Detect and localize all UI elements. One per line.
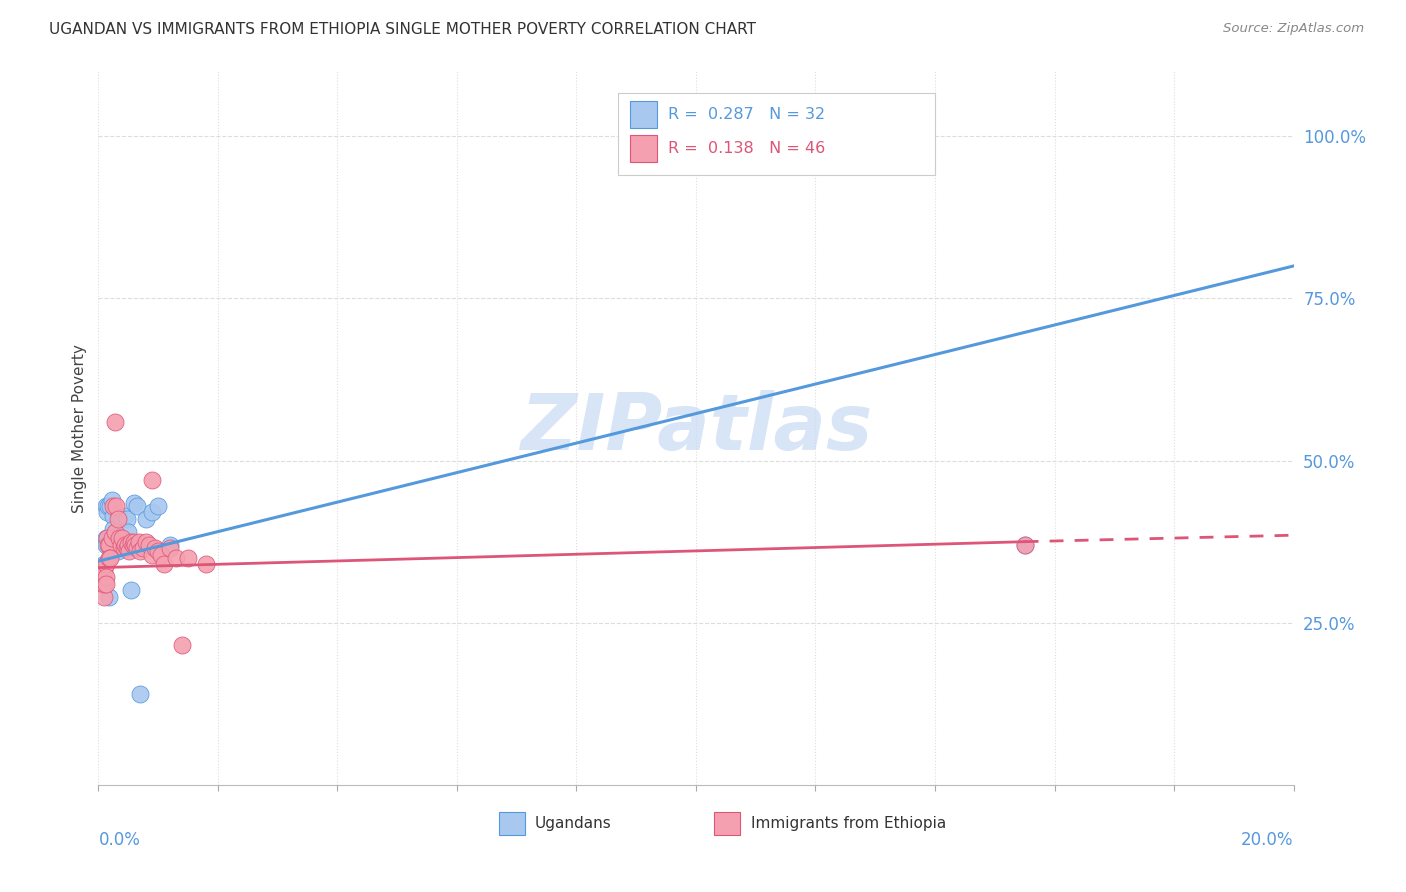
- Point: [117, 524, 139, 539]
- Point: [98, 538, 121, 552]
- Point: [1014, 538, 1036, 552]
- Point: [115, 512, 138, 526]
- Point: [129, 687, 152, 701]
- Point: [111, 532, 134, 546]
- Point: [143, 541, 166, 556]
- Point: [159, 538, 181, 552]
- Point: [97, 499, 120, 513]
- Point: [100, 492, 122, 507]
- Point: [98, 550, 121, 565]
- Y-axis label: Single Mother Poverty: Single Mother Poverty: [72, 343, 87, 513]
- Point: [96, 532, 118, 546]
- Point: [153, 558, 176, 572]
- Point: [159, 541, 181, 556]
- Point: [97, 538, 120, 552]
- Point: [148, 544, 170, 558]
- Point: [124, 496, 146, 510]
- Point: [150, 548, 173, 562]
- Point: [135, 512, 157, 526]
- Point: [120, 583, 142, 598]
- Point: [132, 541, 155, 556]
- Text: UGANDAN VS IMMIGRANTS FROM ETHIOPIA SINGLE MOTHER POVERTY CORRELATION CHART: UGANDAN VS IMMIGRANTS FROM ETHIOPIA SING…: [49, 22, 756, 37]
- Point: [177, 550, 200, 565]
- Point: [104, 524, 127, 539]
- Point: [103, 499, 125, 513]
- Point: [94, 558, 117, 572]
- Point: [93, 558, 115, 572]
- Point: [124, 538, 146, 552]
- Point: [112, 541, 135, 556]
- Point: [100, 532, 122, 546]
- Point: [118, 544, 141, 558]
- Point: [100, 499, 122, 513]
- Point: [100, 550, 122, 565]
- Point: [148, 499, 170, 513]
- Point: [128, 534, 150, 549]
- Point: [124, 534, 146, 549]
- Point: [117, 538, 139, 552]
- Point: [103, 522, 125, 536]
- Text: 0.0%: 0.0%: [98, 831, 141, 849]
- Point: [96, 570, 118, 584]
- Point: [114, 538, 136, 552]
- Point: [94, 499, 117, 513]
- FancyBboxPatch shape: [630, 135, 657, 162]
- Text: Immigrants from Ethiopia: Immigrants from Ethiopia: [751, 816, 946, 831]
- Text: 20.0%: 20.0%: [1241, 831, 1294, 849]
- Point: [93, 577, 115, 591]
- Text: R =  0.287   N = 32: R = 0.287 N = 32: [668, 107, 825, 122]
- Point: [104, 415, 127, 429]
- FancyBboxPatch shape: [619, 93, 935, 175]
- Point: [93, 590, 115, 604]
- Point: [100, 532, 122, 546]
- Point: [98, 590, 121, 604]
- Point: [105, 499, 128, 513]
- Point: [141, 548, 163, 562]
- Point: [91, 570, 114, 584]
- FancyBboxPatch shape: [714, 812, 740, 835]
- Point: [138, 538, 160, 552]
- Point: [1014, 538, 1036, 552]
- Point: [172, 639, 194, 653]
- Text: Source: ZipAtlas.com: Source: ZipAtlas.com: [1223, 22, 1364, 36]
- Point: [93, 560, 115, 574]
- Text: R =  0.138   N = 46: R = 0.138 N = 46: [668, 141, 825, 156]
- Point: [110, 532, 132, 546]
- Point: [96, 577, 118, 591]
- Point: [91, 564, 114, 578]
- Point: [110, 538, 132, 552]
- Point: [195, 558, 218, 572]
- Point: [96, 538, 118, 552]
- FancyBboxPatch shape: [499, 812, 524, 835]
- Point: [120, 534, 142, 549]
- Point: [93, 564, 115, 578]
- Point: [165, 550, 187, 565]
- Point: [141, 473, 163, 487]
- Point: [127, 499, 149, 513]
- Point: [107, 512, 129, 526]
- Point: [93, 577, 115, 591]
- Point: [108, 532, 131, 546]
- Text: Ugandans: Ugandans: [534, 816, 612, 831]
- Point: [129, 544, 152, 558]
- Point: [103, 508, 125, 523]
- Point: [141, 506, 163, 520]
- Point: [127, 541, 149, 556]
- Point: [105, 524, 128, 539]
- Point: [111, 512, 134, 526]
- Point: [135, 534, 157, 549]
- Point: [108, 508, 131, 523]
- Point: [96, 532, 118, 546]
- Text: ZIPatlas: ZIPatlas: [520, 390, 872, 467]
- Point: [115, 541, 138, 556]
- Point: [114, 508, 136, 523]
- Point: [96, 506, 118, 520]
- Point: [122, 538, 145, 552]
- FancyBboxPatch shape: [630, 102, 657, 128]
- Point: [107, 544, 129, 558]
